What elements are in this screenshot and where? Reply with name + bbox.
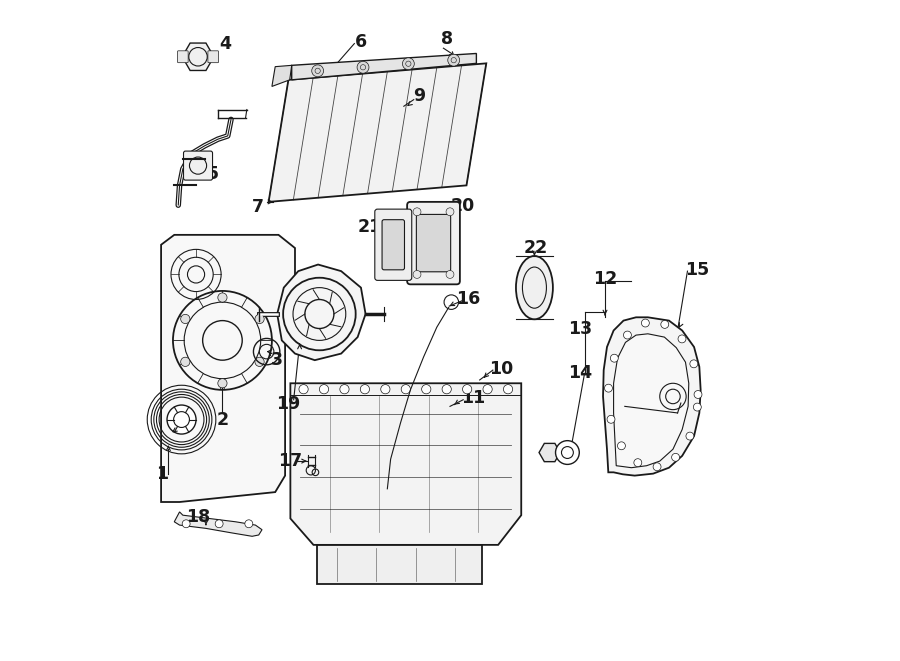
Text: 1: 1 bbox=[156, 465, 167, 483]
Circle shape bbox=[181, 315, 190, 324]
Text: 13: 13 bbox=[568, 320, 592, 338]
Text: 18: 18 bbox=[186, 508, 211, 526]
Circle shape bbox=[413, 270, 421, 278]
Polygon shape bbox=[291, 383, 521, 545]
Circle shape bbox=[245, 520, 253, 527]
Circle shape bbox=[442, 385, 451, 394]
Text: 15: 15 bbox=[685, 261, 709, 279]
Polygon shape bbox=[268, 63, 486, 202]
Text: 4: 4 bbox=[220, 34, 231, 53]
Circle shape bbox=[401, 385, 410, 394]
FancyBboxPatch shape bbox=[177, 51, 188, 63]
Circle shape bbox=[642, 319, 649, 327]
Circle shape bbox=[634, 459, 642, 467]
Polygon shape bbox=[272, 65, 292, 87]
Text: 12: 12 bbox=[593, 270, 617, 288]
Polygon shape bbox=[317, 545, 482, 584]
Circle shape bbox=[340, 385, 349, 394]
Circle shape bbox=[218, 293, 227, 302]
Text: 19: 19 bbox=[276, 395, 301, 413]
Text: 14: 14 bbox=[568, 364, 592, 382]
Circle shape bbox=[421, 385, 431, 394]
Text: 22: 22 bbox=[524, 239, 548, 257]
Circle shape bbox=[255, 315, 265, 324]
Circle shape bbox=[413, 208, 421, 215]
FancyBboxPatch shape bbox=[417, 214, 451, 272]
Circle shape bbox=[463, 385, 472, 394]
Circle shape bbox=[690, 360, 698, 368]
Text: 20: 20 bbox=[451, 198, 475, 215]
Circle shape bbox=[299, 385, 308, 394]
Circle shape bbox=[661, 321, 669, 329]
Text: 7: 7 bbox=[251, 198, 264, 216]
Text: 11: 11 bbox=[461, 389, 485, 407]
Polygon shape bbox=[603, 317, 701, 476]
Circle shape bbox=[686, 432, 694, 440]
Circle shape bbox=[610, 354, 618, 362]
Text: 17: 17 bbox=[278, 452, 302, 470]
Circle shape bbox=[381, 385, 390, 394]
Circle shape bbox=[360, 385, 370, 394]
FancyBboxPatch shape bbox=[184, 151, 212, 180]
Circle shape bbox=[624, 331, 632, 339]
Text: 5: 5 bbox=[206, 165, 219, 182]
Text: 10: 10 bbox=[490, 360, 514, 377]
FancyBboxPatch shape bbox=[208, 51, 219, 63]
Text: 3: 3 bbox=[271, 351, 283, 369]
Circle shape bbox=[694, 391, 702, 399]
Circle shape bbox=[446, 270, 454, 278]
Text: 2: 2 bbox=[216, 410, 229, 428]
Polygon shape bbox=[182, 43, 214, 71]
Polygon shape bbox=[161, 235, 295, 502]
Text: 9: 9 bbox=[413, 87, 425, 105]
Circle shape bbox=[402, 58, 414, 69]
Circle shape bbox=[653, 463, 661, 471]
Polygon shape bbox=[292, 54, 476, 80]
Text: 16: 16 bbox=[455, 290, 480, 309]
Polygon shape bbox=[614, 334, 688, 468]
FancyBboxPatch shape bbox=[407, 202, 460, 284]
Text: 6: 6 bbox=[355, 33, 367, 52]
Circle shape bbox=[181, 357, 190, 366]
Circle shape bbox=[483, 385, 492, 394]
Circle shape bbox=[167, 405, 196, 434]
Ellipse shape bbox=[516, 256, 553, 319]
Circle shape bbox=[357, 61, 369, 73]
Circle shape bbox=[320, 385, 328, 394]
Circle shape bbox=[693, 403, 701, 411]
Polygon shape bbox=[539, 444, 560, 461]
Circle shape bbox=[446, 208, 454, 215]
Circle shape bbox=[678, 335, 686, 343]
Circle shape bbox=[215, 520, 223, 527]
Circle shape bbox=[617, 442, 626, 449]
Polygon shape bbox=[175, 512, 262, 536]
Text: 21: 21 bbox=[357, 218, 382, 236]
Circle shape bbox=[448, 54, 460, 66]
Circle shape bbox=[605, 384, 612, 392]
FancyBboxPatch shape bbox=[382, 219, 404, 270]
Circle shape bbox=[503, 385, 513, 394]
Circle shape bbox=[255, 357, 265, 366]
Circle shape bbox=[311, 65, 324, 77]
Circle shape bbox=[555, 441, 580, 465]
FancyBboxPatch shape bbox=[374, 209, 411, 280]
Circle shape bbox=[671, 453, 680, 461]
Circle shape bbox=[218, 379, 227, 388]
Polygon shape bbox=[277, 264, 365, 360]
Circle shape bbox=[608, 415, 615, 423]
Circle shape bbox=[182, 520, 190, 527]
Text: 8: 8 bbox=[441, 30, 453, 48]
